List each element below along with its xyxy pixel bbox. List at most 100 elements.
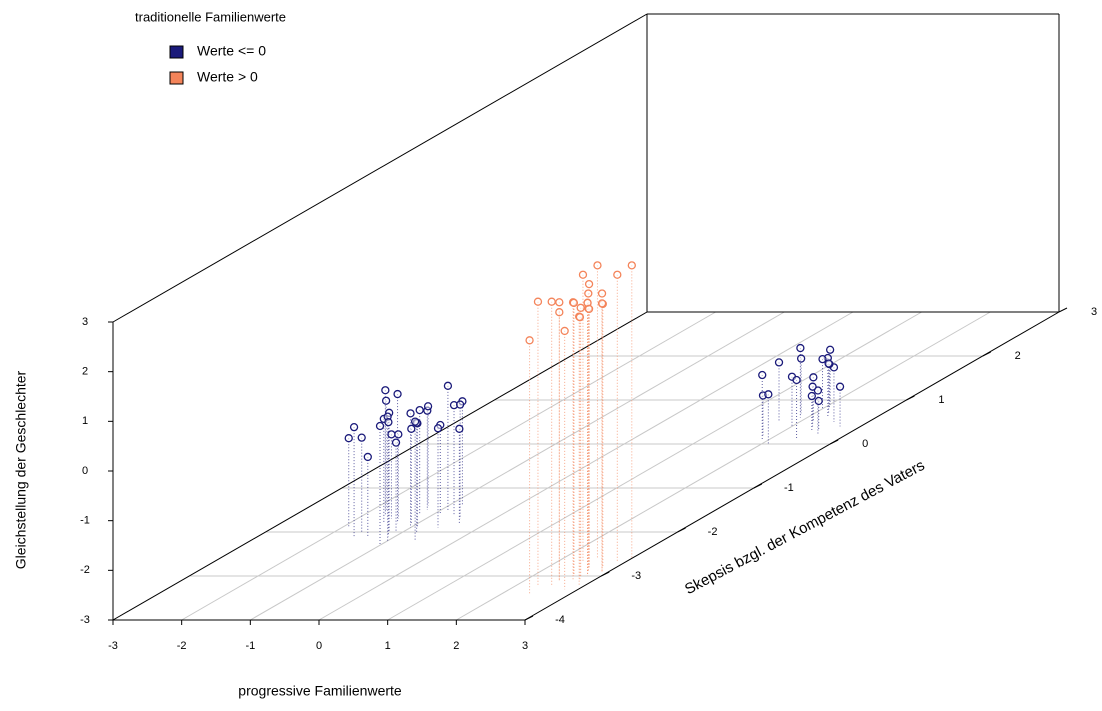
point xyxy=(792,375,801,385)
z-tick-label: -2 xyxy=(80,564,90,576)
point xyxy=(597,299,607,308)
point xyxy=(423,402,433,411)
point xyxy=(533,297,543,306)
point xyxy=(455,400,465,409)
legend-label: Werte <= 0 xyxy=(197,43,266,59)
point xyxy=(357,433,366,442)
point xyxy=(813,386,823,395)
point xyxy=(824,359,833,368)
x-axis-label: progressive Familienwerte xyxy=(238,683,402,699)
box-edge xyxy=(112,13,648,323)
point xyxy=(569,298,578,307)
y-tick-label: -3 xyxy=(631,570,641,582)
point xyxy=(584,289,593,298)
point xyxy=(555,298,564,307)
point xyxy=(578,270,588,279)
x-tick-label: -1 xyxy=(245,640,255,652)
legend-title: traditionelle Familienwerte xyxy=(135,9,286,24)
y-tick-label: 0 xyxy=(862,438,868,450)
point xyxy=(825,345,835,354)
point xyxy=(796,354,806,363)
point xyxy=(774,358,784,367)
legend-label: Werte > 0 xyxy=(197,69,258,85)
point xyxy=(597,289,607,298)
y-tick xyxy=(601,571,610,577)
point xyxy=(455,424,464,433)
y-tick xyxy=(906,395,915,401)
point xyxy=(808,382,817,391)
point xyxy=(807,391,816,401)
point xyxy=(410,417,420,426)
point xyxy=(575,313,585,322)
point xyxy=(814,396,823,406)
point xyxy=(407,424,416,433)
y-tick-label: -2 xyxy=(708,526,718,538)
point xyxy=(363,452,372,462)
x-tick-label: 3 xyxy=(522,640,528,652)
grid-line xyxy=(456,311,991,621)
point xyxy=(384,418,393,427)
z-tick-label: -1 xyxy=(80,515,90,527)
x-tick-label: 0 xyxy=(316,640,322,652)
point xyxy=(406,409,415,418)
point xyxy=(443,381,453,390)
point xyxy=(593,261,602,270)
point xyxy=(415,405,424,415)
y-tick xyxy=(677,527,686,533)
point xyxy=(835,382,845,391)
point xyxy=(627,261,636,270)
z-tick-label: 1 xyxy=(82,415,88,427)
point xyxy=(375,421,385,431)
y-tick xyxy=(829,439,839,445)
point xyxy=(555,308,564,317)
point xyxy=(349,422,359,432)
point xyxy=(818,354,827,364)
y-tick-label: -4 xyxy=(555,614,565,626)
y-tick-label: 3 xyxy=(1091,306,1097,318)
grid-line xyxy=(250,311,785,621)
y-tick xyxy=(982,351,991,357)
point xyxy=(796,343,805,353)
z-axis-label: Gleichstellung der Geschlechter xyxy=(13,370,29,569)
point xyxy=(584,304,594,314)
y-tick-label: 2 xyxy=(1015,350,1021,362)
y-tick-label: -1 xyxy=(784,482,794,494)
point xyxy=(344,434,353,443)
point xyxy=(393,389,402,399)
point xyxy=(391,438,401,447)
x-tick-label: 2 xyxy=(453,640,459,652)
point xyxy=(576,303,585,312)
box-edge xyxy=(524,311,1060,621)
z-tick-label: 3 xyxy=(82,316,88,328)
point xyxy=(394,430,403,439)
z-tick-label: -3 xyxy=(80,614,90,626)
point xyxy=(381,386,390,395)
z-tick-label: 0 xyxy=(82,465,88,477)
point xyxy=(387,430,396,439)
point xyxy=(584,279,594,289)
x-tick-label: -3 xyxy=(108,640,118,652)
y-tick xyxy=(524,615,534,621)
y-tick xyxy=(1058,307,1068,313)
point xyxy=(764,390,773,399)
point xyxy=(433,424,443,433)
y-tick xyxy=(753,483,763,489)
point xyxy=(809,373,818,382)
grid-line xyxy=(318,311,854,621)
point xyxy=(525,336,534,345)
grid-line xyxy=(387,311,922,621)
point xyxy=(758,370,767,380)
y-tick-label: 1 xyxy=(938,394,944,406)
legend-swatch xyxy=(169,45,184,59)
point xyxy=(547,297,556,306)
point xyxy=(613,270,622,279)
x-tick-label: 1 xyxy=(385,640,391,652)
x-tick-label: -2 xyxy=(177,640,187,652)
point xyxy=(381,396,391,405)
grid-line xyxy=(181,311,716,621)
z-tick-label: 2 xyxy=(82,366,88,378)
y-axis-label: Skepsis bzgl. der Kompetenz des Vaters xyxy=(682,457,928,598)
legend-swatch xyxy=(169,71,184,85)
point xyxy=(560,326,569,336)
